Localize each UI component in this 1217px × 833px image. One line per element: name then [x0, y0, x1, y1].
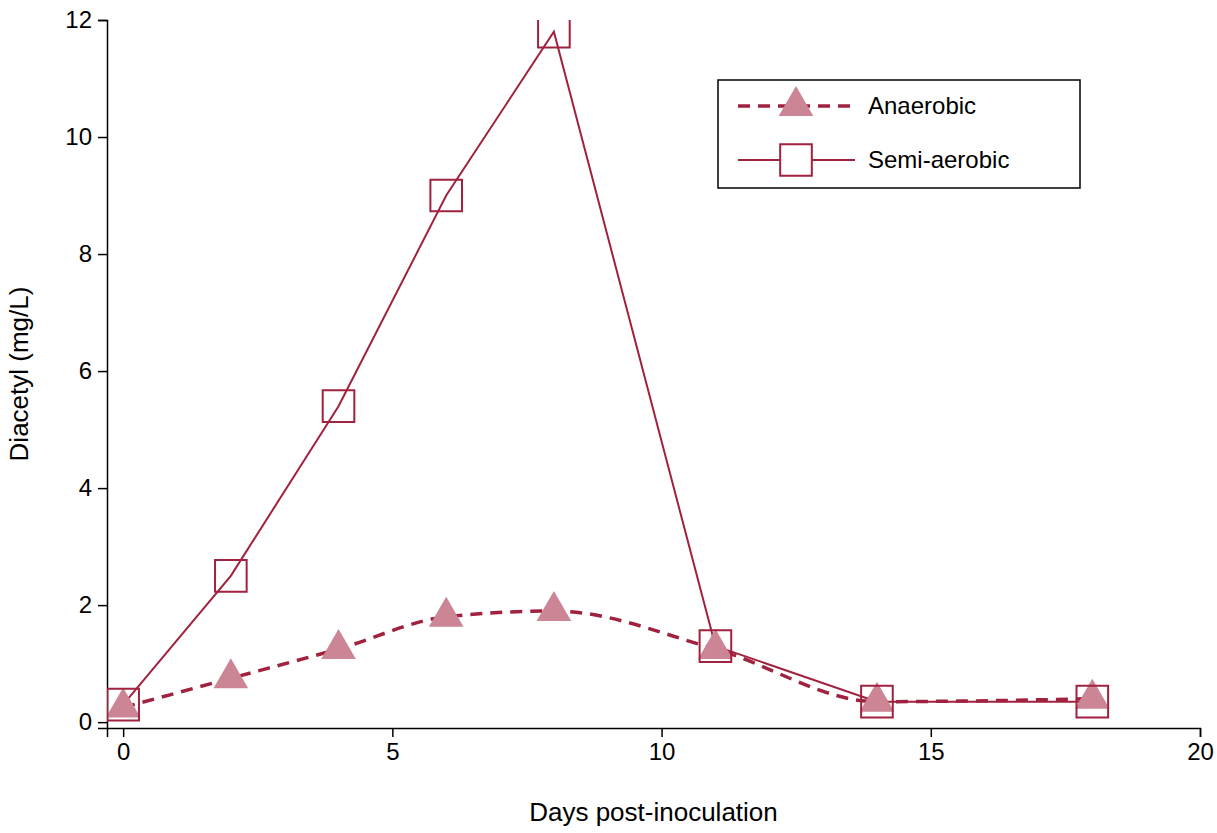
- y-tick-mark: [98, 137, 107, 139]
- y-tick: 8: [79, 240, 107, 267]
- y-tick-label: 2: [79, 591, 92, 618]
- y-axis: 0 2 4 6 8 10 12: [65, 6, 107, 735]
- y-tick-mark: [98, 722, 107, 724]
- plot: 0 5 10 15 20 0 2 4 6 8 10 12: [65, 6, 1214, 765]
- x-tick: 20: [1187, 728, 1214, 765]
- x-tick: 0: [117, 728, 130, 765]
- y-tick: 6: [79, 357, 107, 384]
- series-marker: [538, 20, 570, 48]
- legend: Anaerobic Semi-aerobic: [718, 80, 1080, 188]
- series-marker: [107, 689, 139, 721]
- x-tick: 5: [386, 728, 399, 765]
- y-tick-label: 8: [79, 240, 92, 267]
- legend-box: [718, 80, 1080, 188]
- x-tick-label: 5: [386, 738, 399, 765]
- y-tick: 10: [65, 123, 107, 150]
- y-tick-mark: [98, 254, 107, 256]
- x-tick-mark: [661, 728, 663, 737]
- chart: 0 5 10 15 20 0 2 4 6 8 10 12 Days post-inoculation Di…: [0, 0, 1217, 833]
- y-tick-mark: [98, 488, 107, 490]
- series-marker: [1077, 686, 1109, 718]
- series-marker: [107, 688, 140, 718]
- x-tick: 10: [649, 728, 676, 765]
- data-area: [107, 20, 1110, 720]
- legend-marker: [780, 144, 812, 176]
- x-axis-line: [108, 729, 1201, 738]
- series-marker: [215, 560, 247, 592]
- series-marker: [214, 658, 249, 688]
- y-tick-label: 0: [79, 708, 92, 735]
- series-marker: [861, 686, 893, 718]
- y-tick: 12: [65, 6, 107, 33]
- x-axis-title: Days post-inoculation: [529, 797, 778, 827]
- series-marker: [1075, 679, 1110, 709]
- x-tick-mark: [392, 728, 394, 737]
- x-tick-label: 10: [649, 738, 676, 765]
- x-tick: 15: [918, 728, 945, 765]
- x-tick-label: 20: [1187, 738, 1214, 765]
- y-tick-mark: [98, 20, 107, 22]
- series-marker: [700, 630, 732, 662]
- y-tick-label: 12: [65, 6, 92, 33]
- y-axis-line: [98, 21, 108, 729]
- series-line: [123, 32, 1092, 705]
- legend-marker: [779, 86, 814, 116]
- y-tick-mark: [98, 605, 107, 607]
- series-marker: [429, 597, 464, 627]
- y-tick: 4: [79, 474, 107, 501]
- legend-label: Semi-aerobic: [868, 146, 1009, 173]
- legend-label: Anaerobic: [868, 92, 976, 119]
- x-tick-label: 15: [918, 738, 945, 765]
- series-marker: [323, 390, 355, 422]
- series-marker: [698, 629, 733, 659]
- y-tick-label: 6: [79, 357, 92, 384]
- x-tick-mark: [123, 728, 125, 737]
- y-tick: 2: [79, 591, 107, 618]
- x-axis: 0 5 10 15 20: [108, 728, 1214, 765]
- x-tick-label: 0: [117, 738, 130, 765]
- series-line: [123, 611, 1092, 708]
- x-tick-mark: [1200, 728, 1202, 737]
- y-tick-label: 10: [65, 123, 92, 150]
- series-marker: [430, 180, 462, 212]
- y-tick-label: 4: [79, 474, 92, 501]
- y-tick-mark: [98, 371, 107, 373]
- series-marker: [537, 591, 572, 621]
- y-axis-title: Diacetyl (mg/L): [4, 287, 34, 462]
- series-marker: [321, 629, 356, 659]
- x-tick-mark: [931, 728, 933, 737]
- y-tick: 0: [79, 708, 107, 735]
